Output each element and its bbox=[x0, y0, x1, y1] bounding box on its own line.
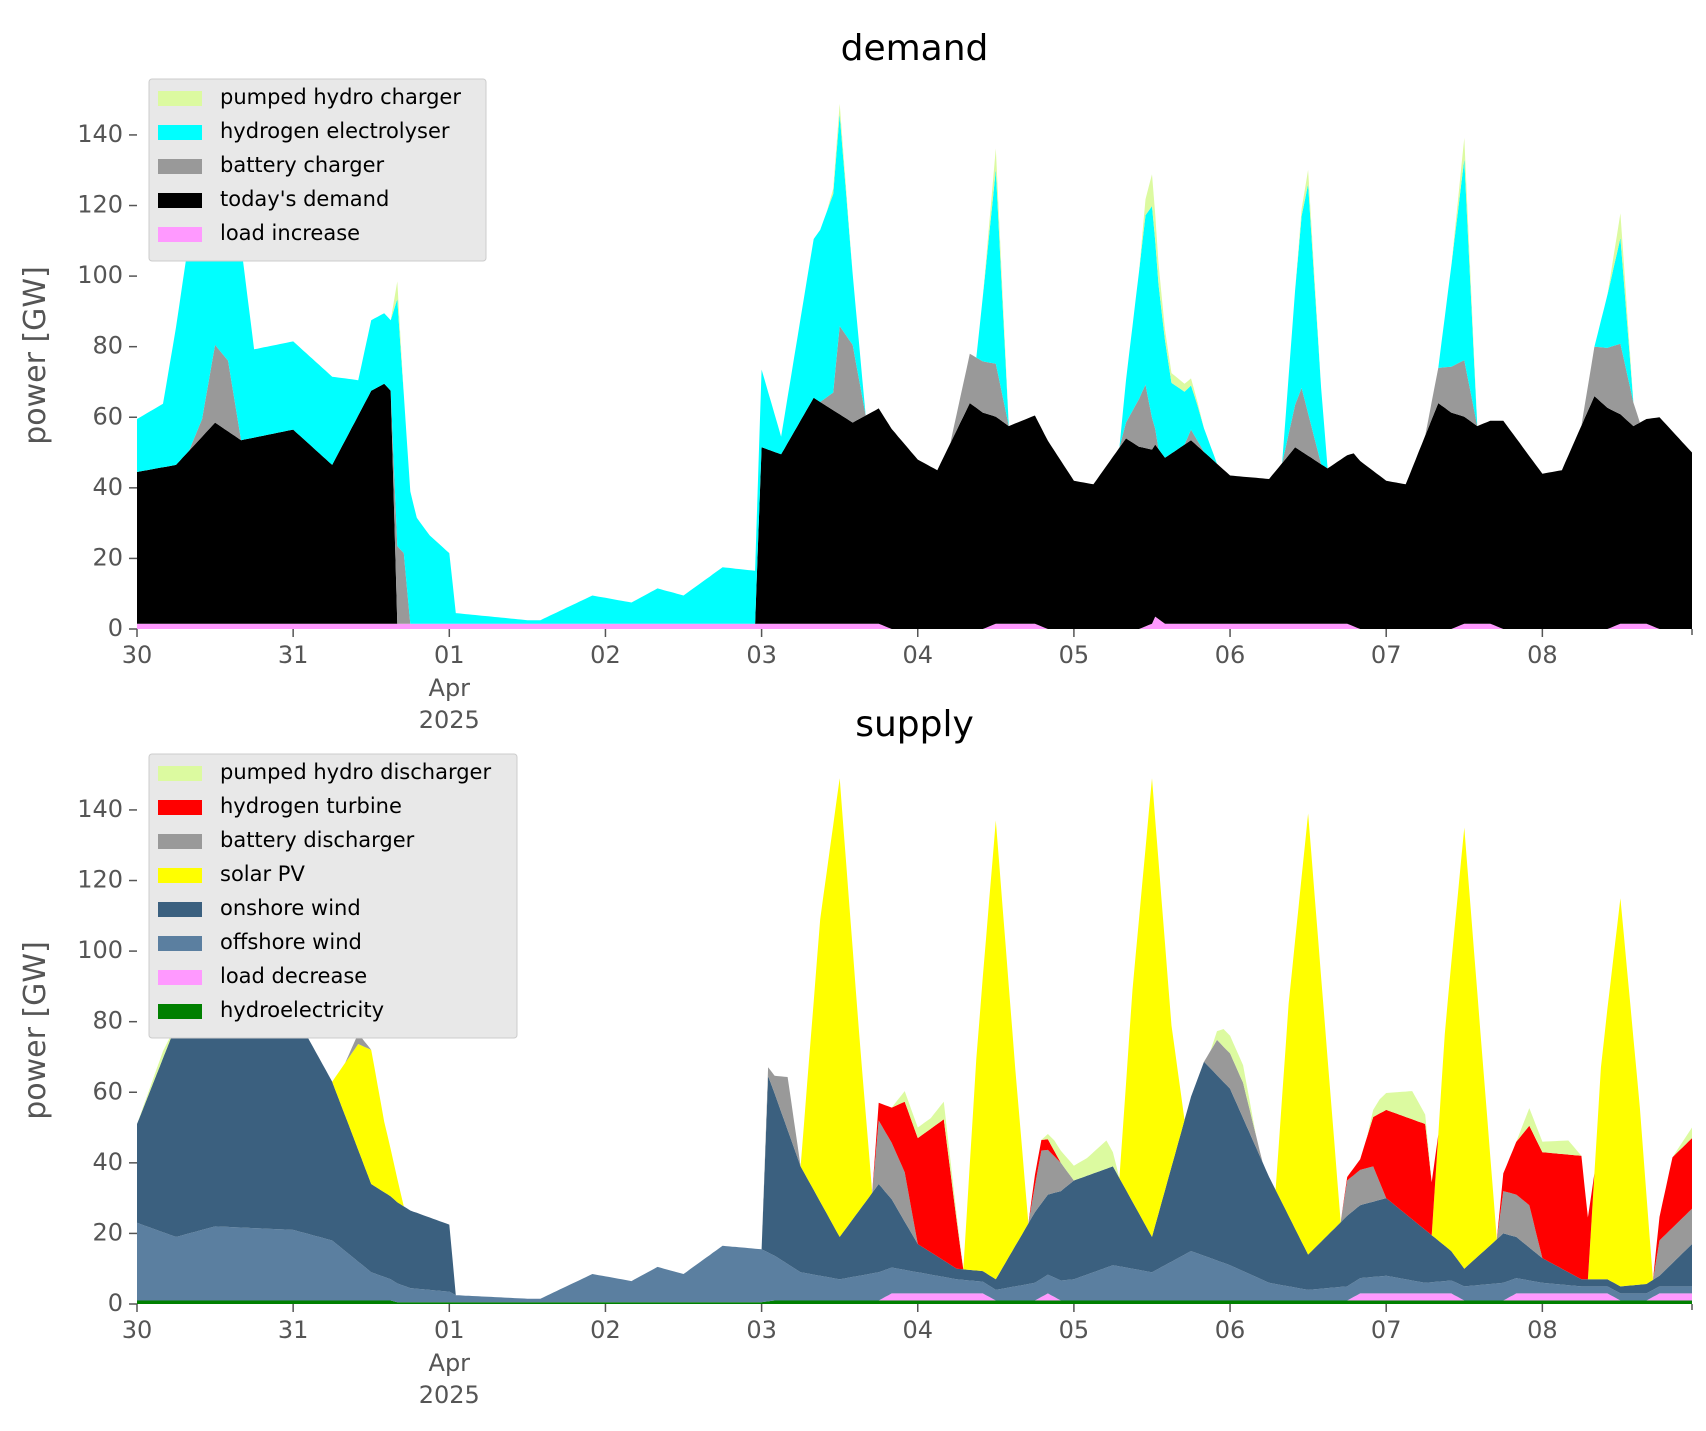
legend-label: today's demand bbox=[220, 187, 389, 211]
x-tick-label: 31 bbox=[278, 641, 309, 669]
legend-swatch bbox=[158, 970, 202, 985]
area-load-increase bbox=[137, 616, 1692, 629]
area-battery-discharger bbox=[137, 778, 1692, 1299]
legend-box bbox=[148, 78, 487, 262]
y-axis-label: power [GW] bbox=[18, 266, 53, 445]
legend-label: battery discharger bbox=[220, 828, 415, 852]
area-hydrogen-electrolyser bbox=[137, 114, 1692, 624]
legend-swatch bbox=[158, 159, 202, 174]
x-tick-label: 03 bbox=[746, 641, 777, 669]
y-tick-label: 60 bbox=[92, 1077, 123, 1105]
legend-label: pumped hydro charger bbox=[220, 85, 461, 109]
area-solar-pv bbox=[137, 778, 1692, 1299]
legend: pumped hydro charger hydrogen electrolyse… bbox=[148, 78, 487, 262]
legend-swatch bbox=[158, 902, 202, 917]
y-tick-label: 20 bbox=[92, 1218, 123, 1246]
chart-title: supply bbox=[855, 704, 974, 745]
area-hydrogen-turbine bbox=[137, 778, 1692, 1299]
y-tick-label: 100 bbox=[77, 936, 123, 964]
legend-label: solar PV bbox=[220, 862, 305, 886]
x-tick-label: 08 bbox=[1527, 1316, 1558, 1344]
legend-swatch bbox=[158, 91, 202, 106]
x-tick-label: 06 bbox=[1215, 1316, 1246, 1344]
x-tick-label: 30 bbox=[122, 641, 153, 669]
area-load-decrease bbox=[137, 1293, 1692, 1303]
x-tick-sublabel: 2025 bbox=[419, 1381, 480, 1409]
legend-swatch bbox=[158, 1004, 202, 1019]
legend-swatch bbox=[158, 868, 202, 883]
area-onshore-wind bbox=[137, 961, 1692, 1299]
y-tick-label: 40 bbox=[92, 1148, 123, 1176]
legend: pumped hydro discharger hydrogen turbine b… bbox=[148, 753, 518, 1039]
x-tick-label: 04 bbox=[902, 1316, 933, 1344]
legend-label: load decrease bbox=[220, 964, 367, 988]
legend-swatch bbox=[158, 125, 202, 140]
area-today-s-demand bbox=[137, 383, 1692, 629]
area-offshore-wind bbox=[137, 1222, 1692, 1303]
y-tick-label: 120 bbox=[77, 866, 123, 894]
x-tick-label: 01 bbox=[434, 641, 465, 669]
x-tick-label: 04 bbox=[902, 641, 933, 669]
legend-label: pumped hydro discharger bbox=[220, 760, 491, 784]
y-axis-label: power [GW] bbox=[18, 941, 53, 1120]
chart-title: demand bbox=[841, 28, 989, 69]
x-tick-sublabel: Apr bbox=[429, 1349, 471, 1377]
legend-label: load increase bbox=[220, 221, 360, 245]
legend-label: hydrogen turbine bbox=[220, 794, 402, 818]
area-battery-charger bbox=[137, 326, 1692, 624]
legend-swatch bbox=[158, 193, 202, 208]
legend-swatch bbox=[158, 766, 202, 781]
x-tick-label: 07 bbox=[1371, 1316, 1402, 1344]
x-tick-label: 02 bbox=[590, 1316, 621, 1344]
y-tick-label: 0 bbox=[108, 614, 123, 642]
y-tick-label: 80 bbox=[92, 332, 123, 360]
y-tick-label: 20 bbox=[92, 543, 123, 571]
legend-swatch bbox=[158, 227, 202, 242]
x-tick-label: 07 bbox=[1371, 641, 1402, 669]
y-tick-label: 140 bbox=[77, 795, 123, 823]
legend-swatch bbox=[158, 936, 202, 951]
legend-swatch bbox=[158, 834, 202, 849]
x-tick-sublabel: 2025 bbox=[419, 706, 480, 734]
legend-label: battery charger bbox=[220, 153, 385, 177]
y-tick-label: 80 bbox=[92, 1007, 123, 1035]
x-tick-label: 05 bbox=[1059, 641, 1090, 669]
legend-label: onshore wind bbox=[220, 896, 361, 920]
x-tick-label: 05 bbox=[1059, 1316, 1090, 1344]
x-tick-label: 01 bbox=[434, 1316, 465, 1344]
x-tick-label: 30 bbox=[122, 1316, 153, 1344]
legend-label: offshore wind bbox=[220, 930, 362, 954]
y-tick-label: 140 bbox=[77, 120, 123, 148]
legend-swatch bbox=[158, 800, 202, 815]
legend-label: hydroelectricity bbox=[220, 998, 384, 1022]
y-tick-label: 40 bbox=[92, 473, 123, 501]
x-tick-label: 31 bbox=[278, 1316, 309, 1344]
x-tick-label: 02 bbox=[590, 641, 621, 669]
x-tick-label: 08 bbox=[1527, 641, 1558, 669]
area-hydroelectricity bbox=[137, 1300, 1692, 1304]
x-tick-label: 06 bbox=[1215, 641, 1246, 669]
legend-label: hydrogen electrolyser bbox=[220, 119, 450, 143]
x-tick-sublabel: Apr bbox=[429, 674, 471, 702]
y-tick-label: 60 bbox=[92, 402, 123, 430]
x-tick-label: 03 bbox=[746, 1316, 777, 1344]
y-tick-label: 120 bbox=[77, 191, 123, 219]
y-tick-label: 0 bbox=[108, 1289, 123, 1317]
y-tick-label: 100 bbox=[77, 261, 123, 289]
legend-box bbox=[148, 753, 518, 1039]
